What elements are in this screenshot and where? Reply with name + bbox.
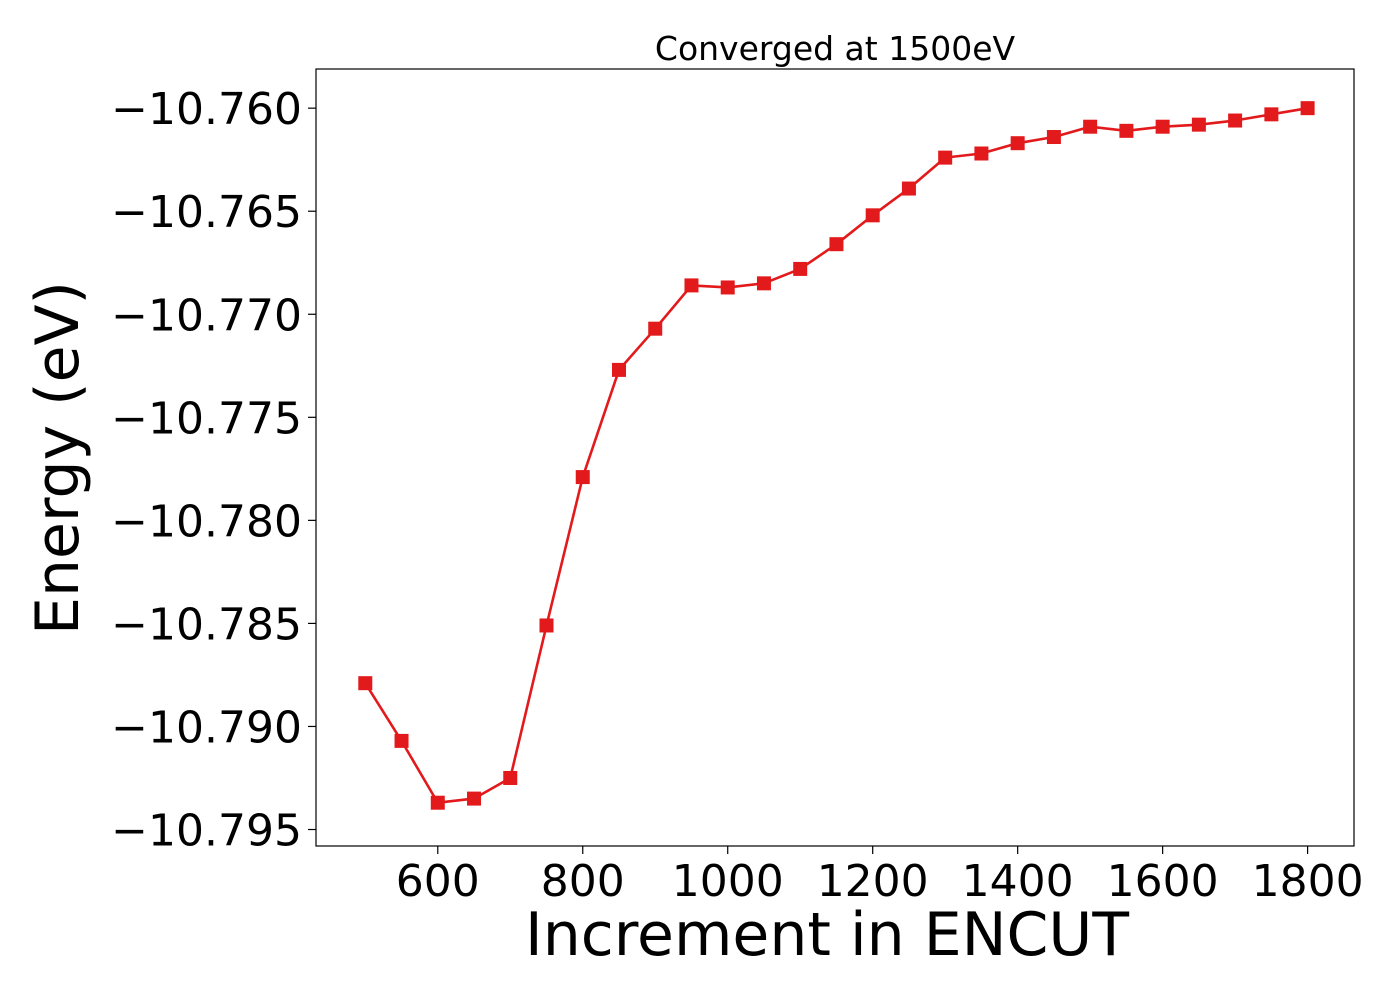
x-tick-label: 600: [396, 856, 480, 907]
data-point-marker: [756, 276, 771, 291]
x-axis-title: Increment in ENCUT: [525, 900, 1129, 970]
y-tick-label: −10.770: [111, 290, 302, 341]
data-point-marker: [938, 150, 953, 165]
data-point-marker: [829, 237, 844, 252]
x-tick-label: 1400: [962, 856, 1074, 907]
chart-title: Converged at 1500eV: [655, 29, 1016, 68]
data-point-marker: [430, 795, 445, 810]
data-point-marker: [684, 278, 699, 293]
data-point-marker: [648, 321, 663, 336]
data-point-marker: [394, 733, 409, 748]
data-point-marker: [503, 770, 518, 785]
y-axis: −10.760 −10.765 −10.770 −10.775 −10.780 −10.7…: [111, 84, 316, 857]
y-tick-label: −10.760: [111, 84, 302, 135]
series-line: [364, 106, 1308, 805]
data-point-marker: [1010, 136, 1025, 151]
x-tick-label: 800: [541, 856, 625, 907]
data-point-marker: [1119, 123, 1134, 138]
data-point-marker: [974, 146, 989, 161]
data-point-marker: [467, 791, 482, 806]
y-tick-label: −10.780: [111, 496, 302, 547]
data-point-marker: [539, 618, 554, 633]
x-tick-label: 1800: [1252, 856, 1364, 907]
plot-frame: [315, 68, 1355, 847]
y-axis-title: Energy (eV): [23, 281, 93, 635]
data-point-marker: [575, 470, 590, 485]
data-point-marker: [1191, 117, 1206, 132]
data-point-marker: [1155, 119, 1170, 134]
data-point-marker: [793, 261, 808, 276]
x-tick-label: 1000: [672, 856, 784, 907]
data-point-marker: [865, 208, 880, 223]
data-point-marker: [901, 181, 916, 196]
data-point-marker: [1264, 107, 1279, 122]
plot-marks: [358, 101, 1315, 810]
y-tick-label: −10.765: [111, 187, 302, 238]
data-point-marker: [720, 280, 735, 295]
data-point-marker: [358, 676, 373, 691]
data-point-marker: [611, 362, 626, 377]
data-point-marker: [1300, 101, 1315, 116]
x-tick-label: 1600: [1107, 856, 1219, 907]
y-tick-label: −10.775: [111, 393, 302, 444]
data-point-marker: [1046, 130, 1061, 145]
y-tick-label: −10.785: [111, 599, 302, 650]
x-tick-label: 1200: [817, 856, 929, 907]
data-point-marker: [1228, 113, 1243, 128]
y-tick-label: −10.790: [111, 702, 302, 753]
y-tick-label: −10.795: [111, 806, 302, 857]
data-point-marker: [1083, 119, 1098, 134]
x-axis: 600 800 1000 1200 1400 1600 1800: [396, 846, 1364, 907]
